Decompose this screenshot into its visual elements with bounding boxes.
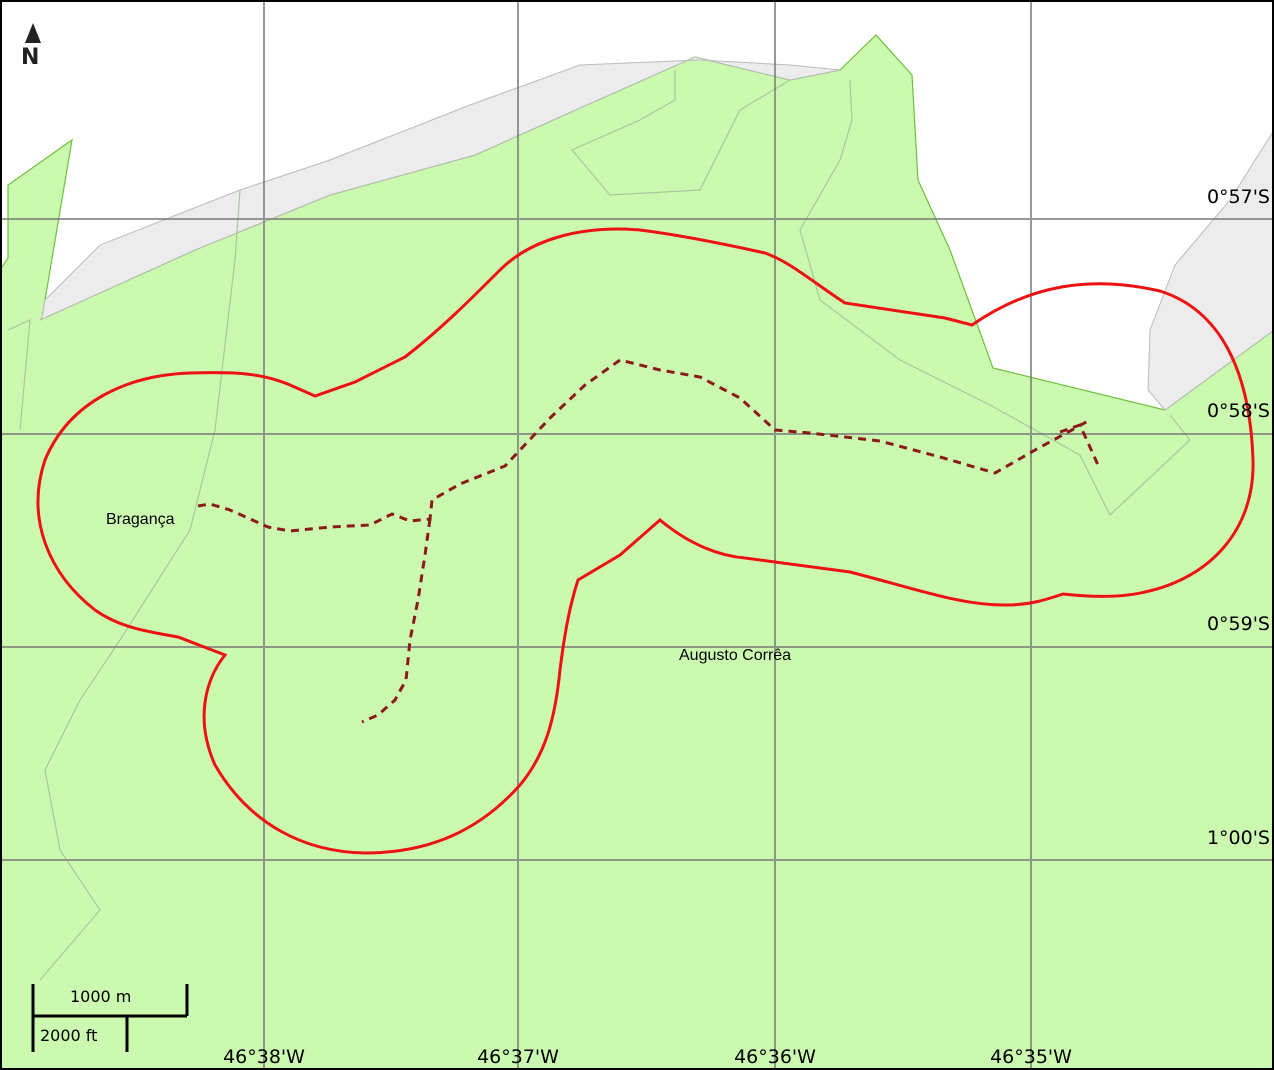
- north-label: N: [21, 45, 40, 70]
- longitude-label-3: 46°35'W: [990, 1046, 1072, 1068]
- route-buffer-outline: [36, 227, 1255, 855]
- land-area: [0, 34, 1274, 1070]
- longitude-label-0: 46°38'W: [223, 1046, 305, 1068]
- scale-label-imperial: 2000 ft: [40, 1026, 98, 1045]
- mudflat-north: [39, 56, 841, 321]
- longitude-label-1: 46°37'W: [477, 1046, 559, 1068]
- place-label-augusto-correa: Augusto Corrêa: [679, 647, 792, 664]
- scale-bar: [31, 984, 189, 1052]
- boundary-lines: [7, 70, 1191, 981]
- north-arrow-icon: [25, 23, 41, 43]
- scale-label-metric: 1000 m: [70, 987, 132, 1006]
- road-track: [197, 358, 1100, 724]
- latitude-label-0: 0°57'S: [1206, 186, 1270, 208]
- mudflat-east: [1147, 129, 1274, 411]
- longitude-label-2: 46°36'W: [734, 1046, 816, 1068]
- latitude-label-3: 1°00'S: [1206, 827, 1270, 849]
- latitude-label-2: 0°59'S: [1206, 613, 1270, 635]
- place-label-braganca: Bragança: [106, 511, 175, 528]
- latitude-label-1: 0°58'S: [1206, 400, 1270, 422]
